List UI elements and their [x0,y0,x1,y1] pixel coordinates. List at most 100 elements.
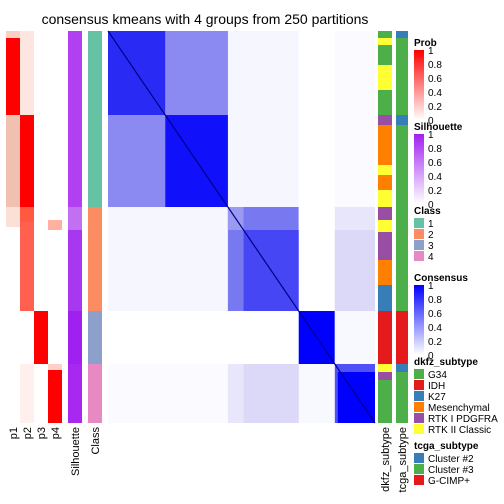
axis-label-p4: p4 [50,427,62,439]
consensus-legend-title: Consensus [414,273,468,284]
dkfz-subtype-legend-title: dkfz_subtype [414,357,478,368]
dkfz-subtype-cell [378,311,392,364]
silhouette-tick-label: 0.8 [428,144,442,155]
class-swatch [414,240,424,250]
class-item-label: 4 [428,252,434,263]
sample-annotation-columns [6,31,102,423]
dkfz-subtype-item-label: IDH [428,381,445,392]
dkfz-subtype-item-label: RTK II Classic [428,425,491,436]
prob-cell [20,311,34,364]
class-cell [88,364,102,423]
silhouette-legend-title: Silhouette [414,122,463,133]
tcga-subtype-cell [396,207,408,311]
prob-tick-label: 1 [428,46,434,57]
tcga-subtype-cell [396,31,408,38]
prob-tick-label: 0.8 [428,60,442,71]
silhouette-cell [68,364,82,423]
prob-cell [34,207,48,311]
consensus-tick-label: 0.8 [428,295,442,306]
prob-legend-title: Prob [414,38,437,49]
consensus-block [227,31,299,207]
prob-cell [20,31,34,115]
axis-label-p1: p1 [8,427,20,439]
prob-cell [20,207,34,222]
class-item-label: 2 [428,230,434,241]
silhouette-color-bar [414,134,424,204]
dkfz-subtype-cell [378,31,392,38]
silhouette-cell [68,230,82,311]
silhouette-cell [68,207,82,230]
dkfz-subtype-cell [378,220,392,232]
tcga-subtype-item-label: Cluster #2 [428,454,474,465]
consensus-block [108,311,228,364]
consensus-block [298,207,335,311]
prob-cell [6,207,20,227]
consensus-matrix [107,30,376,424]
consensus-block [334,31,375,207]
dkfz-subtype-swatch [414,369,424,379]
dkfz-subtype-swatch [414,413,424,423]
consensus-tick-label: 1 [428,281,434,292]
prob-cell [34,31,48,207]
consensus-block [334,311,375,364]
consensus-block [108,207,228,311]
tcga-subtype-item-label: G-CIMP+ [428,476,470,487]
consensus-tick-label: 0.4 [428,323,442,334]
consensus-tick-label: 0.6 [428,309,442,320]
dkfz-subtype-item-label: Mesenchymal [428,403,490,414]
dkfz-subtype-cell [378,190,392,207]
silhouette-tick-label: 1 [428,130,434,141]
dkfz-subtype-item-label: G34 [428,370,447,381]
silhouette-tick-label: 0.6 [428,158,442,169]
consensus-block [298,31,335,207]
consensus-tick-label: 0 [428,351,434,362]
dkfz-subtype-cell [378,372,392,380]
dkfz-subtype-cell [378,90,392,115]
prob-cell [6,224,20,311]
prob-tick-label: 0.6 [428,74,442,85]
dkfz-subtype-cell [378,115,392,125]
consensus-block [108,115,166,207]
prob-cell [20,222,34,311]
axis-label-p3: p3 [36,427,48,439]
prob-cell [48,31,62,207]
prob-cell [48,207,62,220]
prob-cell [6,38,20,115]
prob-cell [48,230,62,311]
consensus-tick-label: 0.2 [428,337,442,348]
prob-tick-label: 0.2 [428,102,442,113]
consensus-diagonal [107,30,376,424]
dkfz-subtype-swatch [414,391,424,401]
tcga-subtype-swatch [414,464,424,474]
axis-label-tcga_subtype: tcga_subtype [397,427,409,492]
prob-cell [20,115,34,207]
axis-label-class: Class [90,427,102,455]
prob-cell [34,364,48,423]
dkfz-subtype-swatch [414,424,424,434]
dkfz-subtype-cell [378,380,392,423]
tcga-subtype-item-label: Cluster #3 [428,465,474,476]
tcga-subtype-cell [396,125,408,207]
prob-tick-label: 0.4 [428,88,442,99]
prob-cell [48,364,62,370]
consensus-color-bar [414,285,424,355]
prob-cell [6,115,20,207]
dkfz-subtype-swatch [414,380,424,390]
silhouette-cell [68,311,82,364]
class-cell [88,207,102,311]
dkfz-subtype-cell [378,125,392,165]
prob-cell [34,311,48,364]
dkfz-subtype-cell [378,260,392,285]
class-cell [88,311,102,364]
tcga-subtype-swatch [414,475,424,485]
dkfz-subtype-item-label: K27 [428,392,446,403]
axis-label-silhouette: Silhouette [70,427,82,476]
prob-tick-label: 0 [428,116,434,127]
tcga-subtype-swatch [414,453,424,463]
column-labels: p1 p2 p3 p4 Silhouette Class dkfz_subtype tcga_… [8,427,409,493]
tcga-subtype-cell [396,372,408,423]
prob-color-bar [414,50,424,120]
class-item-label: 1 [428,219,434,230]
prob-cell [48,220,62,230]
silhouette-tick-label: 0.4 [428,172,442,183]
